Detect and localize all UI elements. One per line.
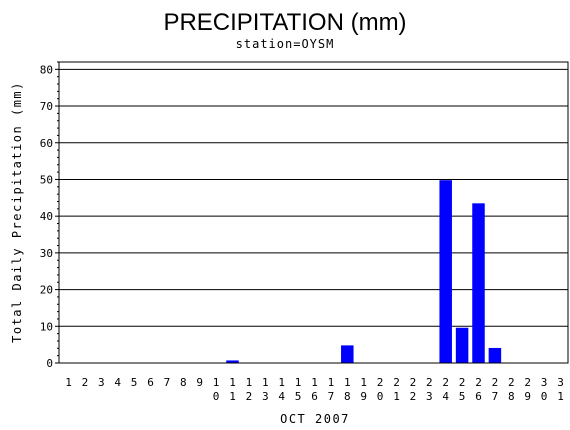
y-tick-label: 70 [40,100,53,113]
x-tick-label: 2 [82,376,89,389]
x-tick-label: 7 [164,376,171,389]
gridlines [59,68,568,327]
x-axis-ticks: 1 2 3 4 5 6 7 8 9 1 01 11 21 31 41 51 61 71 81 92 02 12 22 32 42… [65,376,564,403]
bar [439,180,452,363]
bar [226,360,239,363]
bar [455,327,469,363]
x-tick-label: 9 [196,376,203,389]
y-tick-label: 0 [46,357,53,370]
y-tick-label: 20 [40,284,53,297]
y-tick-label: 40 [40,210,53,223]
x-tick-label: 1 [65,376,72,389]
y-tick-label: 50 [40,173,53,186]
x-tick-label: 5 [131,376,138,389]
chart-subtitle: station=OYSM [236,37,335,51]
x-tick-label: 6 [147,376,154,389]
y-axis-ticks: 0 10 20 30 40 50 60 70 80 [40,61,59,370]
x-axis-label: OCT 2007 [280,412,350,426]
x-tick-label: 3 [98,376,105,389]
y-tick-label: 60 [40,137,53,150]
y-tick-label: 10 [40,320,53,333]
plot-frame [58,61,569,364]
y-axis-label: Total Daily Precipitation (mm) [10,81,24,343]
bar [472,203,485,363]
chart-title: PRECIPITATION (mm) [163,9,406,36]
bar [341,345,354,363]
bars [226,180,502,363]
bar [488,347,502,363]
x-tick-label: 4 [114,376,121,389]
x-tick-label: 8 [180,376,187,389]
y-tick-label: 80 [40,63,53,76]
y-tick-label: 30 [40,247,53,260]
